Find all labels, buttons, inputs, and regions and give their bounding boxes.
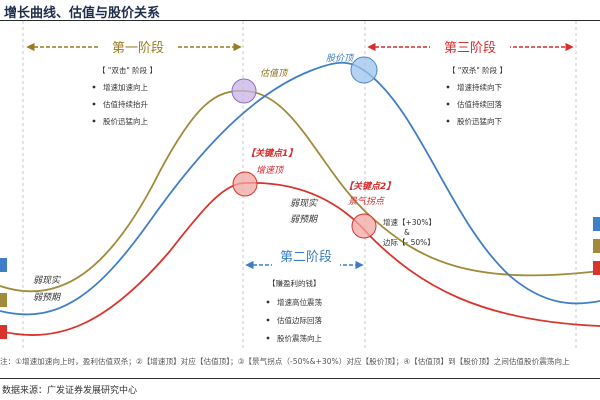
- price-curve: [0, 61, 600, 316]
- phase1-item: 股价迅猛向上: [103, 116, 148, 126]
- phase1-item: 估值持续抬升: [103, 99, 148, 109]
- weak-expectation-label-mid: 弱预期: [290, 214, 319, 225]
- key-point-1-label: 【关键点1】: [246, 148, 297, 159]
- valuation-peak-circle: [231, 78, 257, 104]
- valuation-series-swatch-right: [593, 239, 600, 253]
- footer-divider: [0, 378, 600, 379]
- phase2-label: 第二阶段: [280, 250, 332, 265]
- phase3-label-bg: [430, 38, 510, 56]
- bullet: [92, 85, 96, 89]
- phase3-item: 增速持续向下: [457, 82, 502, 92]
- price-peak-label: 股价顶: [326, 53, 355, 64]
- data-source: 数据来源：广发证券发展研究中心: [2, 386, 138, 396]
- footnote: 注：①增速加速向上时，盈利估值双杀；②【增速顶】对应【估值顶】；③【景气拐点（-…: [0, 357, 570, 366]
- growth-peak-label: 增速顶: [256, 165, 285, 176]
- price-series-swatch: [0, 258, 7, 272]
- bullet: [446, 119, 450, 123]
- weak-reality-label-mid: 弱现实: [290, 198, 318, 209]
- phase2-description: 【赚盈利的钱】 增速高位震荡 估值边际回落 股价震荡向上: [266, 278, 322, 343]
- phase3-item: 估值持续回落: [457, 99, 502, 109]
- growth-threshold-line2: &: [404, 228, 410, 237]
- phase1-label: 第一阶段: [112, 41, 164, 56]
- growth-threshold-line3: 边际【- 50%】: [383, 238, 435, 247]
- growth-threshold-line1: 增速【+30%】: [383, 217, 436, 227]
- phase1-description: 【 "双击" 阶段 】 增速加速向上 估值持续抬升 股价迅猛向上: [92, 65, 157, 126]
- growth-series-swatch-right: [593, 261, 600, 275]
- growth-series-swatch: [0, 325, 7, 339]
- phase3-item: 股价迅猛向下: [457, 116, 502, 126]
- boom-inflection-label: 景气拐点: [348, 196, 385, 207]
- phase3-label: 第三阶段: [444, 41, 496, 56]
- valuation-peak-label: 估值顶: [260, 68, 289, 79]
- key-point-2-label: 【关键点2】: [344, 181, 395, 192]
- phase1-label-bg: [98, 38, 178, 56]
- boom-inflection-circle: [351, 213, 377, 239]
- phase3-heading: 【 "双杀" 阶段 】: [448, 65, 507, 75]
- phase2-item: 股价震荡向上: [277, 333, 322, 343]
- weak-expectation-label-left: 弱预期: [33, 292, 62, 303]
- bullet: [266, 318, 270, 322]
- title-divider: [0, 20, 600, 21]
- phase2-item: 估值边际回落: [277, 315, 322, 325]
- growth-valuation-price-diagram: 第一阶段 第二阶段 第三阶段 估值顶 股价顶 【关键点1】 增速顶 【关键点2】…: [0, 21, 600, 351]
- growth-peak-circle: [232, 171, 258, 197]
- bullet: [446, 102, 450, 106]
- bullet: [266, 300, 270, 304]
- price-peak-circle: [350, 56, 378, 84]
- weak-reality-label-left: 弱现实: [33, 275, 61, 286]
- phase2-item: 增速高位震荡: [277, 297, 322, 307]
- valuation-series-swatch: [0, 293, 7, 307]
- phase2-label-bg: [272, 248, 340, 266]
- bullet: [266, 336, 270, 340]
- bullet: [446, 85, 450, 89]
- phase1-item: 增速加速向上: [103, 82, 148, 92]
- page-title: 增长曲线、估值与股价关系: [4, 6, 161, 21]
- phase1-heading: 【 "双击" 阶段 】: [98, 65, 157, 75]
- bullet: [92, 119, 96, 123]
- bullet: [92, 102, 96, 106]
- phase2-heading: 【赚盈利的钱】: [268, 278, 321, 288]
- price-series-swatch-right: [593, 217, 600, 231]
- phase3-description: 【 "双杀" 阶段 】 增速持续向下 估值持续回落 股价迅猛向下: [446, 65, 507, 126]
